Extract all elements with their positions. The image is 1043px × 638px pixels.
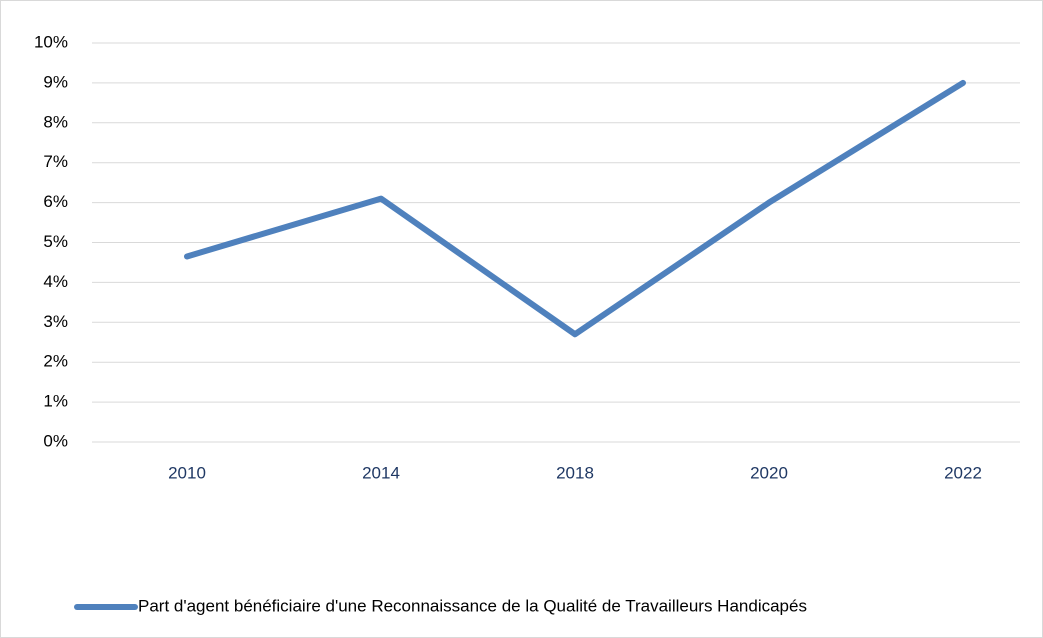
legend-label: Part d'agent bénéficiaire d'une Reconnai… <box>138 596 807 615</box>
x-tick-label: 2010 <box>168 463 206 482</box>
y-tick-label: 5% <box>43 232 68 251</box>
x-tick-label: 2020 <box>750 463 788 482</box>
series-line <box>184 79 966 338</box>
y-tick-label: 9% <box>43 72 68 91</box>
y-tick-label: 6% <box>43 192 68 211</box>
y-tick-label: 10% <box>34 32 68 51</box>
y-tick-label: 1% <box>43 392 68 411</box>
y-tick-label: 7% <box>43 152 68 171</box>
y-tick-label: 3% <box>43 312 68 331</box>
x-tick-label: 2022 <box>944 463 982 482</box>
y-tick-label: 0% <box>43 431 68 450</box>
y-tick-label: 8% <box>43 112 68 131</box>
x-tick-label: 2014 <box>362 463 400 482</box>
y-tick-label: 4% <box>43 272 68 291</box>
y-tick-label: 2% <box>43 352 68 371</box>
x-tick-label: 2018 <box>556 463 594 482</box>
